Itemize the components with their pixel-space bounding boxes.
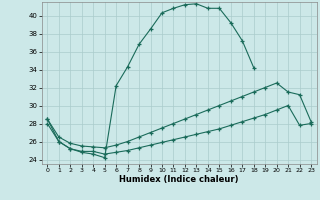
X-axis label: Humidex (Indice chaleur): Humidex (Indice chaleur) <box>119 175 239 184</box>
